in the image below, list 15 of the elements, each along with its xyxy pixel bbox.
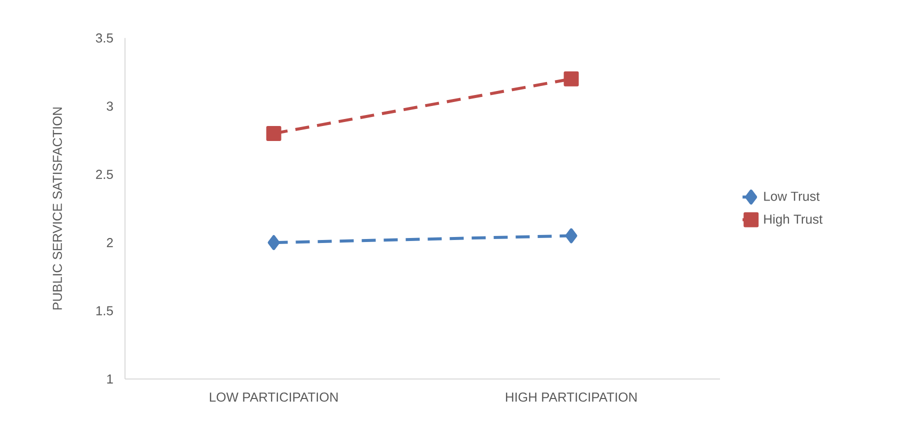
legend-label: Low Trust bbox=[764, 192, 820, 201]
x-tick-label: HIGH PARTICIPATION bbox=[506, 392, 637, 402]
y-tick-label: 2.5 bbox=[96, 170, 113, 179]
y-tick-label: 2 bbox=[106, 238, 113, 248]
point bbox=[564, 71, 579, 86]
y-tick-label: 3 bbox=[106, 102, 113, 111]
y-tick-label: 1.5 bbox=[96, 306, 113, 316]
point bbox=[268, 235, 280, 250]
point bbox=[565, 228, 578, 244]
y-axis-title: PUBLIC SERVICE SATISFACTION bbox=[52, 108, 62, 310]
y-tick-label: 3.5 bbox=[96, 33, 113, 43]
legend-label: High Trust bbox=[764, 214, 822, 226]
y-tick-label: 1 bbox=[107, 374, 113, 384]
x-tick-label: LOW PARTICIPATION bbox=[210, 392, 338, 402]
point bbox=[266, 126, 282, 141]
